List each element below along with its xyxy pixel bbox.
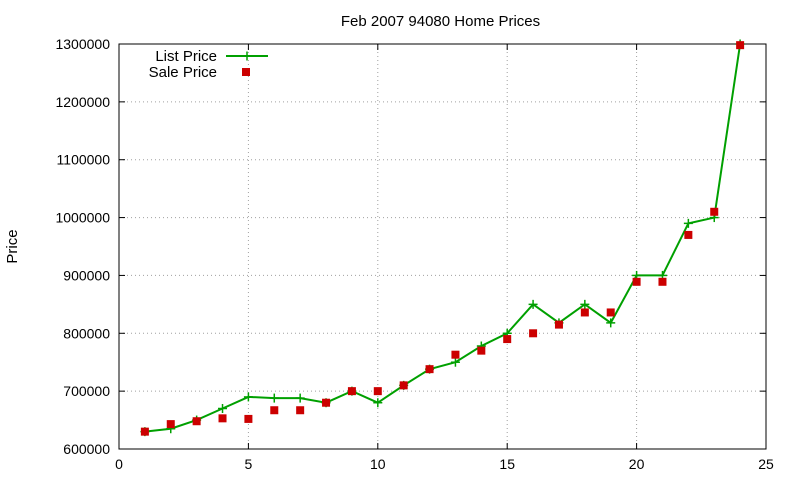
y-tick-label: 800000 (63, 325, 110, 341)
list-price-point (373, 398, 383, 408)
y-tick-label: 1300000 (55, 36, 110, 52)
sale-price-point (736, 41, 745, 50)
y-tick-label: 900000 (63, 267, 110, 283)
y-tick-label: 1200000 (55, 94, 110, 110)
x-tick-labels: 0 5 10 15 20 25 (115, 456, 774, 472)
x-tick-label: 25 (758, 456, 774, 472)
x-tick-label: 0 (115, 456, 123, 472)
list-price-point (450, 357, 460, 367)
legend-swatch-list-price-marker (242, 51, 252, 61)
x-tick-label: 20 (629, 456, 645, 472)
sale-price-point (451, 350, 460, 359)
y-axis-label: Price (4, 229, 21, 263)
sale-price-point (529, 329, 538, 338)
sale-price-point (140, 427, 149, 436)
plot-frame (118, 43, 767, 450)
series-list-price-line (144, 43, 742, 433)
sale-price-point (244, 414, 253, 423)
sale-price-point (425, 365, 434, 374)
legend-entry-list-price: List Price (155, 48, 217, 65)
list-price-point (606, 318, 616, 328)
list-price-point (528, 299, 538, 309)
sale-price-point (580, 308, 589, 317)
legend-entry-sale-price: Sale Price (149, 64, 217, 81)
chart-title: Feb 2007 94080 Home Prices (341, 13, 540, 30)
sale-price-point (554, 320, 563, 329)
list-price-point (683, 218, 693, 228)
sale-price-point (658, 277, 667, 286)
legend: List Price Sale Price (149, 48, 268, 81)
x-tick-label: 10 (370, 456, 386, 472)
list-price-point (580, 299, 590, 309)
sale-price-point (218, 414, 227, 423)
sale-price-point (477, 346, 486, 355)
x-tick-label: 15 (499, 456, 515, 472)
sale-price-point (322, 398, 331, 407)
sale-price-point (296, 406, 305, 415)
y-tick-label: 1100000 (57, 152, 111, 168)
sale-price-point (503, 335, 512, 344)
series-layer (140, 39, 745, 437)
list-price-point (269, 393, 279, 403)
sale-price-point (373, 387, 382, 396)
sale-price-point (347, 387, 356, 396)
sale-price-point (684, 230, 693, 239)
y-tick-label: 1000000 (55, 210, 110, 226)
sale-price-point (606, 308, 615, 317)
legend-swatch-sale-price-marker (242, 68, 250, 76)
list-price-point (243, 392, 253, 402)
sale-price-point (710, 207, 719, 216)
sale-price-point (166, 420, 175, 429)
list-price-point (218, 404, 228, 413)
sale-price-point (270, 406, 279, 415)
sale-price-point (399, 381, 408, 390)
axis-ticks (118, 43, 767, 450)
grid (119, 44, 766, 449)
y-tick-label: 600000 (63, 441, 110, 457)
y-tick-label: 700000 (63, 383, 110, 399)
list-price-point (295, 393, 305, 403)
legend-plus (242, 51, 252, 61)
x-tick-label: 5 (245, 456, 253, 472)
y-tick-labels: 600000 700000 800000 900000 1000000 1100000 12… (55, 36, 110, 457)
sale-price-point (192, 417, 201, 426)
sale-price-point (632, 277, 641, 286)
